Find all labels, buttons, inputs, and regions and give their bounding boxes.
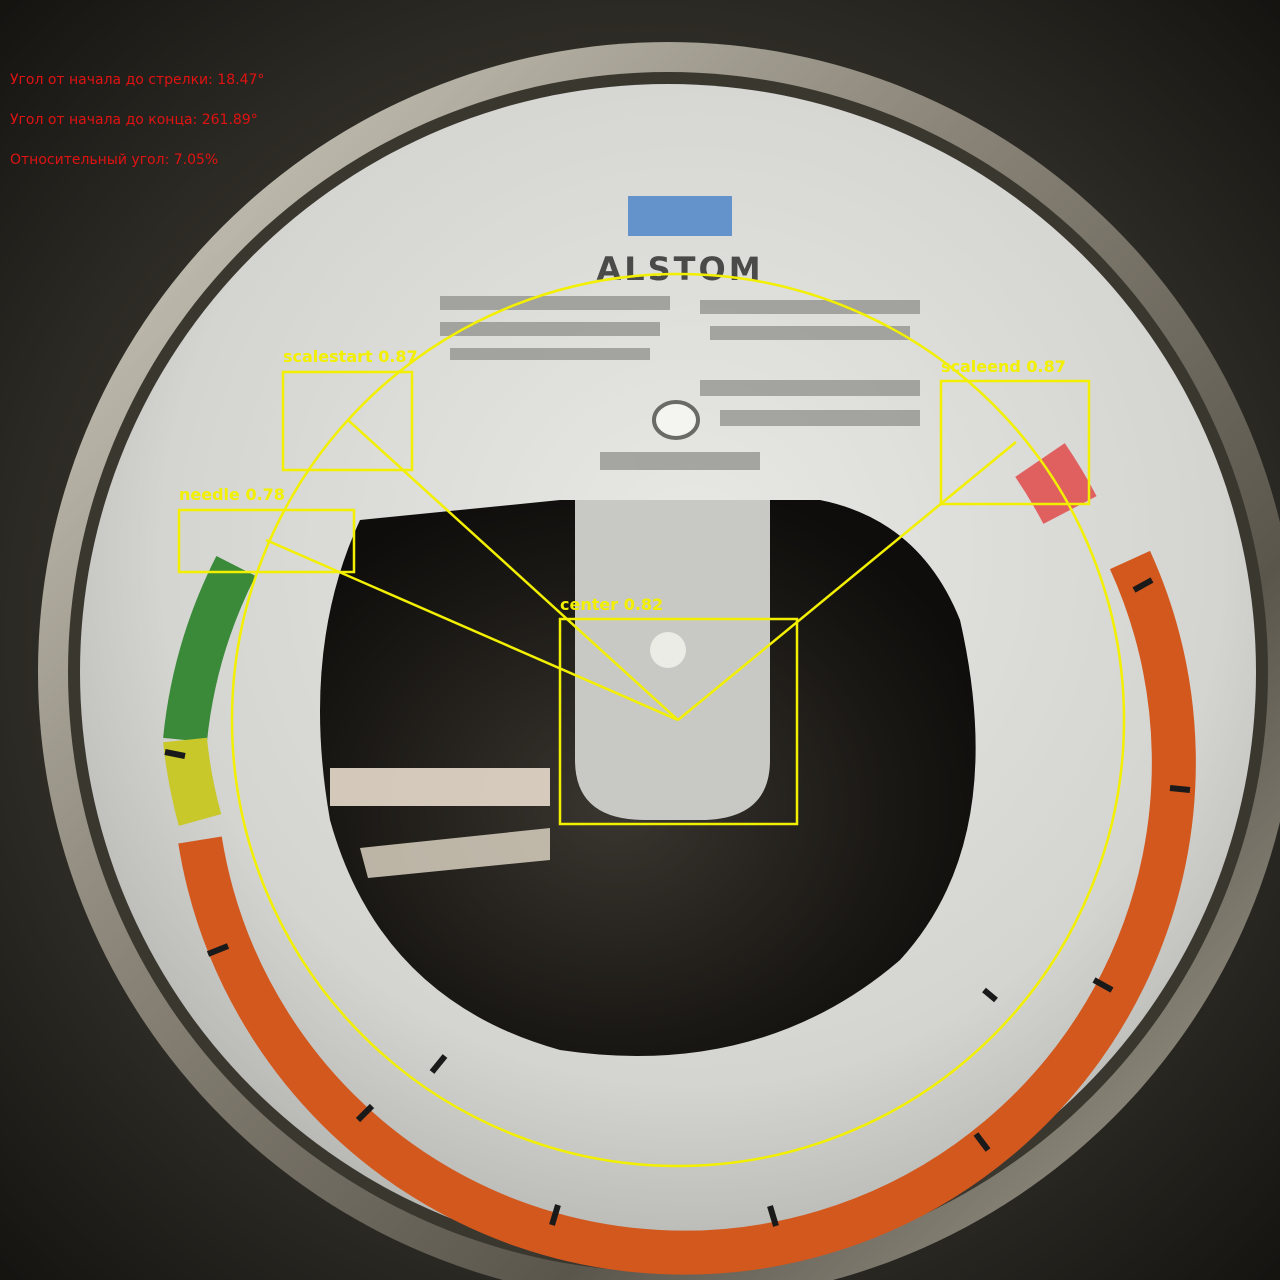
mechanism-highlight xyxy=(360,828,550,878)
scaleend-label: scaleend 0.87 xyxy=(941,357,1066,376)
spec-line xyxy=(440,296,670,310)
tick xyxy=(429,1054,448,1074)
yellow-band xyxy=(163,737,222,826)
green-band xyxy=(163,556,256,743)
relative-angle-readout: Относительный угол: 7.05% xyxy=(10,152,219,168)
dial-printed-specs xyxy=(440,296,920,470)
tick xyxy=(355,1103,375,1123)
spec-line xyxy=(710,326,910,340)
scale-ticks xyxy=(164,577,1191,1227)
tick xyxy=(767,1205,779,1227)
tick xyxy=(549,1204,561,1226)
fitted-scale-circle xyxy=(230,272,1126,1168)
spec-line xyxy=(450,348,650,360)
spec-line xyxy=(700,380,920,396)
center-pivot xyxy=(650,632,686,668)
brand-logo-plate xyxy=(628,196,732,236)
angle-start-to-needle-readout: Угол от начала до стрелки: 18.47° xyxy=(10,72,265,88)
tick xyxy=(1092,977,1114,993)
center-label: center 0.82 xyxy=(560,595,663,614)
tick xyxy=(164,749,186,759)
tick xyxy=(982,987,998,1003)
angle-start-to-end-readout: Угол от начала до конца: 261.89° xyxy=(10,112,258,128)
orange-band xyxy=(178,550,1196,1275)
center-to-scaleend-line xyxy=(677,441,1017,721)
tick xyxy=(1132,577,1154,593)
center-to-scalestart-line xyxy=(347,419,679,721)
detection-labels: scalestart 0.87 scaleend 0.87 needle 0.7… xyxy=(179,347,1066,614)
mechanism-highlight xyxy=(330,768,550,806)
center-to-needle-line xyxy=(265,538,679,722)
gauge-brand-text: ALSTOM xyxy=(596,250,763,288)
detection-overlay xyxy=(177,272,1126,1168)
spec-line xyxy=(700,300,920,314)
center-box xyxy=(558,617,799,826)
dial-screw xyxy=(652,400,700,440)
spec-line xyxy=(440,322,660,336)
needle-box xyxy=(177,508,356,574)
tick xyxy=(206,943,230,957)
tick xyxy=(973,1132,991,1152)
needle-label: needle 0.78 xyxy=(179,485,285,504)
scalestart-label: scalestart 0.87 xyxy=(283,347,418,366)
scalestart-box xyxy=(281,370,414,472)
tick xyxy=(1169,785,1191,793)
spec-line xyxy=(720,410,920,426)
spec-line xyxy=(600,452,760,470)
scaleend-box xyxy=(939,379,1091,506)
